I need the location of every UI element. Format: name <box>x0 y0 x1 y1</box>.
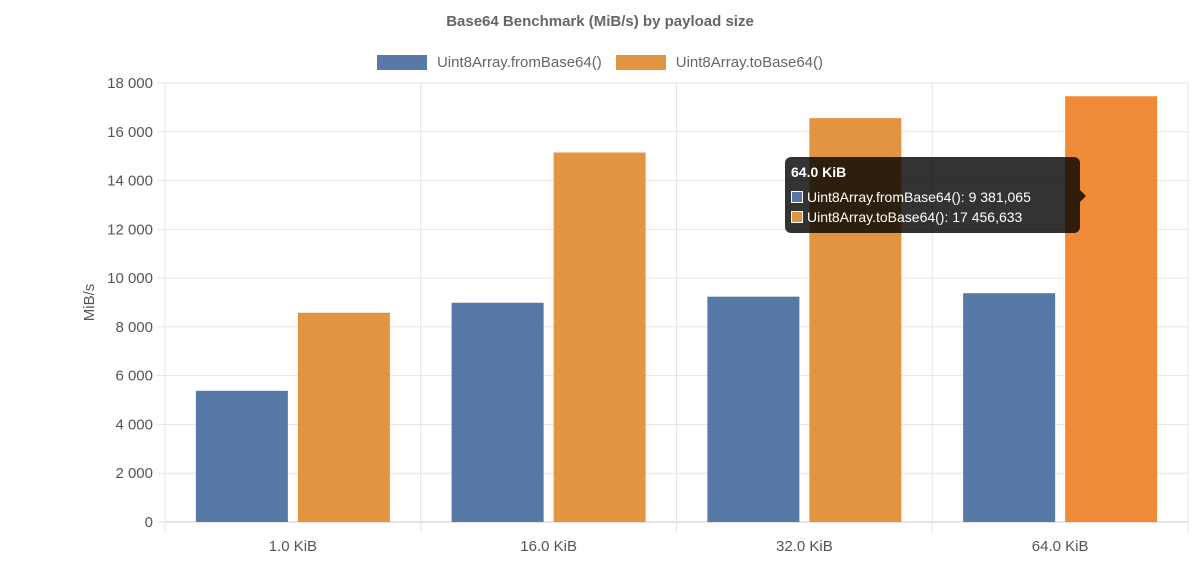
bar-to-base64[interactable] <box>297 312 390 522</box>
tooltip-title: 64.0 KiB <box>791 164 847 180</box>
y-tick-label: 10 000 <box>107 270 153 287</box>
tooltip: 64.0 KiB Uint8Array.fromBase64(): 9 381,… <box>785 157 1086 233</box>
legend-label-to-base64: Uint8Array.toBase64() <box>675 54 824 71</box>
legend-label-from-base64: Uint8Array.fromBase64() <box>436 54 602 71</box>
legend: Uint8Array.fromBase64() Uint8Array.toBas… <box>0 54 1200 71</box>
x-tick-label: 64.0 KiB <box>1032 538 1089 555</box>
y-tick-label: 14 000 <box>107 173 153 190</box>
y-tick-label: 0 <box>145 514 153 531</box>
tooltip-swatch-to-base64 <box>791 211 803 223</box>
bar-from-base64[interactable] <box>451 302 544 522</box>
chart-title: Base64 Benchmark (MiB/s) by payload size <box>446 13 754 30</box>
y-tick-label: 18 000 <box>107 75 153 92</box>
x-tick-label: 1.0 KiB <box>269 538 317 555</box>
bar-from-base64[interactable] <box>963 293 1056 522</box>
axis-layer: 0 2 000 4 000 6 000 8 000 10 000 12 000 14 000 1… <box>81 75 1088 555</box>
bar-from-base64[interactable] <box>707 296 800 522</box>
legend-swatch-from-base64 <box>376 55 427 70</box>
legend-item-from-base64[interactable]: Uint8Array.fromBase64() <box>376 54 602 71</box>
bar-from-base64[interactable] <box>195 390 288 522</box>
y-tick-label: 8 000 <box>115 319 153 336</box>
bar-to-base64[interactable] <box>553 152 646 522</box>
x-tick-label: 16.0 KiB <box>520 538 577 555</box>
tooltip-swatch-from-base64 <box>791 191 803 203</box>
y-tick-label: 6 000 <box>115 368 153 385</box>
tooltip-label-from-base64: Uint8Array.fromBase64(): 9 381,065 <box>807 189 1031 205</box>
bar-to-base64[interactable] <box>1065 96 1158 522</box>
y-tick-label: 2 000 <box>115 465 153 482</box>
legend-swatch-to-base64 <box>615 55 666 70</box>
y-tick-label: 12 000 <box>107 221 153 238</box>
legend-item-to-base64[interactable]: Uint8Array.toBase64() <box>615 54 824 71</box>
tooltip-row-to-base64: Uint8Array.toBase64(): 17 456,633 <box>791 207 1074 227</box>
y-tick-label: 16 000 <box>107 124 153 141</box>
y-tick-label: 4 000 <box>115 416 153 433</box>
tooltip-label-to-base64: Uint8Array.toBase64(): 17 456,633 <box>807 209 1023 225</box>
y-axis-title: MiB/s <box>81 284 98 322</box>
tooltip-row-from-base64: Uint8Array.fromBase64(): 9 381,065 <box>791 187 1074 207</box>
x-tick-label: 32.0 KiB <box>776 538 833 555</box>
